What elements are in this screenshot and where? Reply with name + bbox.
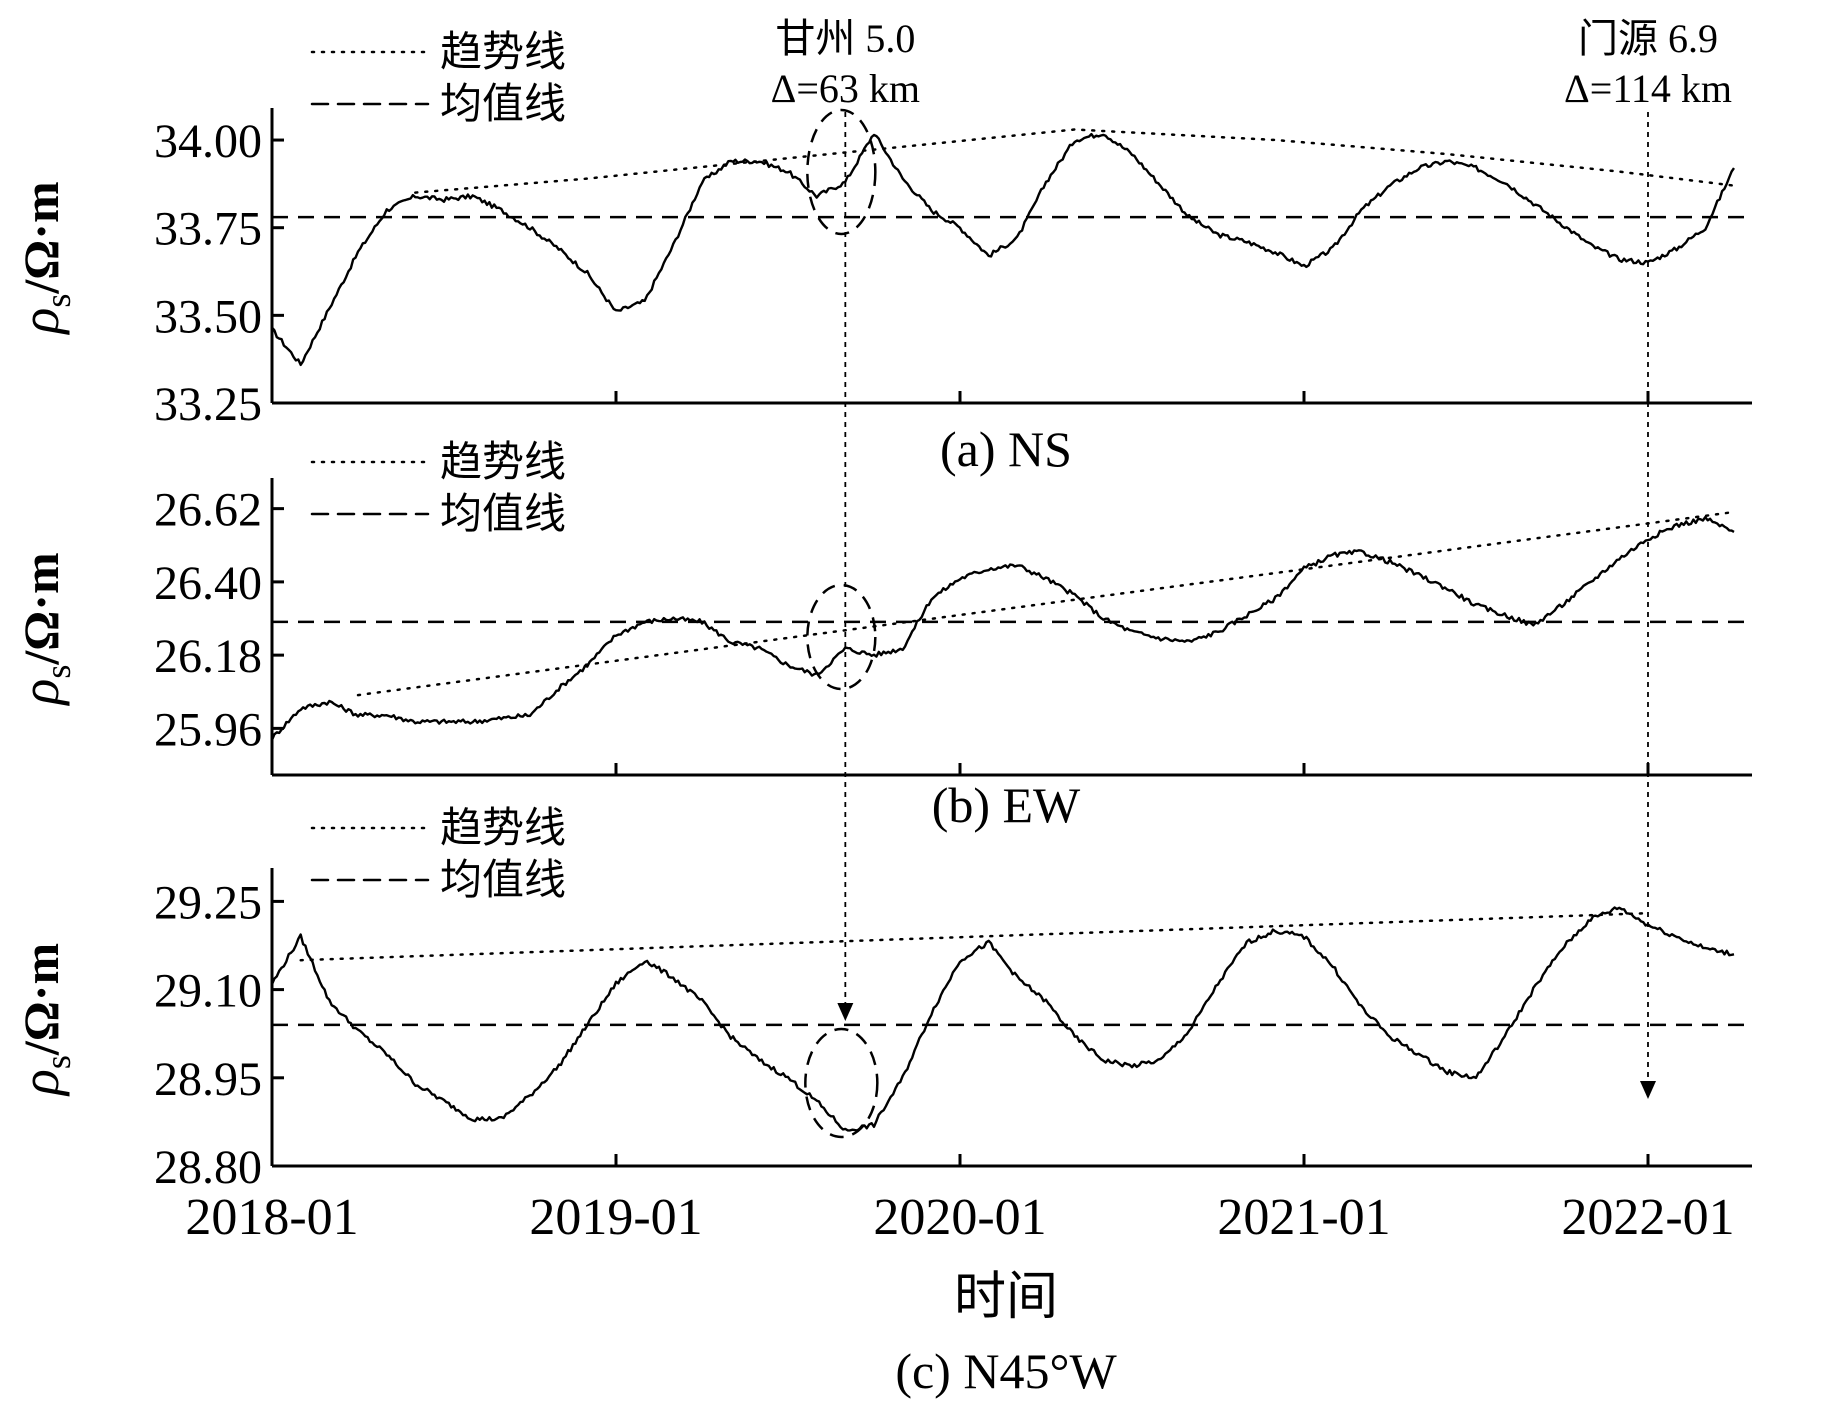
anomaly-ellipse — [806, 108, 877, 236]
x-tick-label: 2020-01 — [873, 1189, 1046, 1246]
anomaly-ellipse — [806, 583, 877, 691]
legend-label: 趋势线 — [440, 440, 566, 486]
y-axis-label: ρs/Ω·m — [10, 552, 78, 706]
x-axis: 2018-01 2019-01 2020-01 2021-01 2022-01 时间 — [185, 1189, 1734, 1326]
y-tick-label: 28.95 — [154, 1053, 262, 1106]
earthquake-distance-label: Δ=63 km — [771, 66, 920, 111]
anomaly-ellipse — [804, 1027, 879, 1139]
y-tick-label: 29.10 — [154, 965, 262, 1018]
earthquake-label: 门源 6.9 — [1578, 16, 1718, 61]
y-tick-label: 26.62 — [154, 484, 262, 537]
trend-line — [414, 128, 1736, 194]
legend-label: 趋势线 — [440, 806, 566, 852]
y-tick-label: 34.00 — [154, 115, 262, 168]
x-tick-label: 2019-01 — [529, 1189, 702, 1246]
earthquake-label: 甘州 5.0 — [775, 16, 915, 61]
x-tick-label: 2022-01 — [1561, 1189, 1734, 1246]
legend-label: 趋势线 — [440, 30, 566, 76]
trend-line — [356, 510, 1736, 697]
y-axis-label: ρs/Ω·m — [10, 181, 78, 335]
resistivity-series-line — [271, 132, 1735, 367]
panel-label: (b) EW — [932, 777, 1081, 833]
y-tick-label: 28.80 — [154, 1141, 262, 1194]
y-tick-label: 33.75 — [154, 203, 262, 256]
y-tick-label: 26.18 — [154, 630, 262, 683]
resistivity-series-line — [270, 906, 1735, 1132]
y-tick-label: 33.25 — [154, 378, 262, 431]
panel-label: (c) N45°W — [895, 1343, 1117, 1399]
x-axis-label: 时间 — [954, 1269, 1058, 1326]
legend-label: 均值线 — [440, 858, 566, 904]
legend-label: 均值线 — [440, 492, 566, 538]
y-axis-label: ρs/Ω·m — [10, 943, 78, 1097]
legend-label: 均值线 — [440, 82, 566, 128]
earthquake-markers: 甘州 5.0 Δ=63 km 门源 6.9 Δ=114 km — [771, 16, 1732, 1139]
y-tick-label: 26.40 — [154, 557, 262, 610]
x-tick-label: 2018-01 — [185, 1189, 358, 1246]
y-tick-label: 33.50 — [154, 290, 262, 343]
y-tick-label: 29.25 — [154, 876, 262, 929]
panel-label: (a) NS — [940, 421, 1072, 477]
x-tick-label: 2021-01 — [1217, 1189, 1390, 1246]
resistivity-series-line — [270, 515, 1735, 741]
earthquake-distance-label: Δ=114 km — [1564, 66, 1732, 111]
y-tick-label: 25.96 — [154, 703, 262, 756]
